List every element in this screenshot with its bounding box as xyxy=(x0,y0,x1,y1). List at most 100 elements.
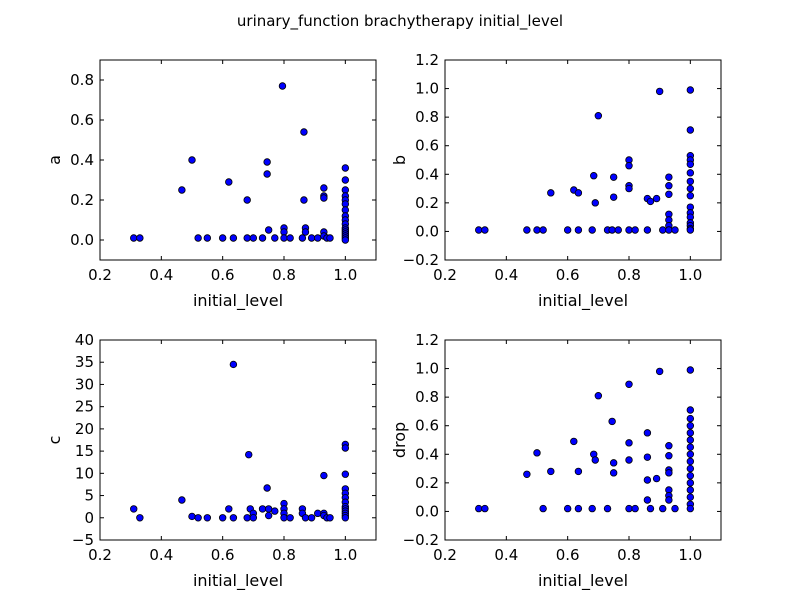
data-point xyxy=(203,514,212,522)
data-point xyxy=(475,504,483,513)
x-tick-label: 1.0 xyxy=(678,266,702,284)
data-point xyxy=(686,436,695,444)
data-point xyxy=(178,496,186,504)
x-tick-label: 0.4 xyxy=(149,546,173,564)
axes-frame-c xyxy=(99,339,377,541)
y-tick-label: 0.4 xyxy=(415,445,439,463)
data-point xyxy=(686,493,695,501)
data-point xyxy=(194,234,202,242)
data-point xyxy=(481,504,489,513)
data-point xyxy=(686,486,695,494)
data-point xyxy=(625,380,633,388)
data-point xyxy=(686,443,695,451)
x-tick-label: 0.6 xyxy=(556,546,580,564)
data-point xyxy=(686,429,695,437)
data-point xyxy=(574,226,583,234)
data-point xyxy=(631,226,639,234)
data-point xyxy=(643,496,652,504)
y-tick-label: 1.0 xyxy=(415,80,439,98)
data-point xyxy=(574,467,583,476)
data-point xyxy=(686,464,695,473)
data-point xyxy=(652,474,661,483)
y-tick-label: 0.2 xyxy=(415,194,439,212)
axes-frame-b xyxy=(444,59,722,261)
y-tick-label: 0.2 xyxy=(415,474,439,492)
x-tick-label: 1.0 xyxy=(333,546,357,564)
data-point xyxy=(547,189,555,197)
subplot-c: 0.2 0.4 0.6 0.8 1.0 −5 0 5 10 15 20 25 30 35 40 initial… xyxy=(45,331,377,591)
data-point xyxy=(686,160,695,168)
data-point xyxy=(686,422,695,430)
y-tick-label: 0.0 xyxy=(70,231,94,249)
data-point xyxy=(665,190,673,198)
data-point xyxy=(280,234,288,242)
x-tick-label: 0.4 xyxy=(149,266,173,284)
y-tick-label: 0.6 xyxy=(415,417,439,435)
y-tick-label: 5 xyxy=(84,487,94,505)
data-point xyxy=(258,505,267,513)
y-tick-label: 0.0 xyxy=(415,502,439,520)
data-point xyxy=(481,226,489,234)
data-point xyxy=(609,193,618,201)
data-point xyxy=(130,234,138,242)
data-point xyxy=(188,156,196,164)
x-tick-label: 0.6 xyxy=(211,546,235,564)
y-tick-label: 0.0 xyxy=(415,222,439,240)
data-point xyxy=(249,234,258,242)
y-axis-label: c xyxy=(45,436,64,445)
x-tick-label: 0.2 xyxy=(433,546,457,564)
y-tick-label: 0.6 xyxy=(415,137,439,155)
data-point xyxy=(243,196,251,204)
data-point xyxy=(307,514,316,522)
data-point xyxy=(218,234,227,242)
data-point xyxy=(588,226,596,234)
y-tick-label: 40 xyxy=(75,331,94,349)
y-tick-label: 10 xyxy=(75,464,94,482)
y-axis-label: a xyxy=(45,155,64,165)
x-tick-label: 0.8 xyxy=(617,546,641,564)
x-axis-label: initial_level xyxy=(193,571,283,591)
data-point xyxy=(286,514,294,522)
data-point xyxy=(625,456,633,464)
data-point xyxy=(652,194,661,203)
y-tick-label: 1.0 xyxy=(415,360,439,378)
data-point xyxy=(136,234,144,242)
data-point xyxy=(625,184,633,193)
x-axis-label: initial_level xyxy=(538,291,628,311)
data-point xyxy=(547,467,555,476)
data-point xyxy=(264,505,273,513)
data-point xyxy=(229,360,238,369)
data-point xyxy=(264,511,273,520)
x-tick-label: 0.8 xyxy=(272,266,296,284)
data-point xyxy=(686,177,695,186)
x-tick-label: 0.4 xyxy=(494,546,518,564)
x-tick-label: 0.2 xyxy=(433,266,457,284)
data-point xyxy=(631,504,639,513)
data-point xyxy=(594,112,603,120)
data-point xyxy=(665,442,673,450)
y-tick-label: 20 xyxy=(75,420,94,438)
data-point xyxy=(655,367,664,376)
data-point xyxy=(563,504,572,513)
data-point xyxy=(136,514,144,522)
data-point xyxy=(614,226,622,234)
data-point xyxy=(625,504,633,513)
data-point xyxy=(665,173,673,181)
data-point xyxy=(229,514,238,522)
data-point xyxy=(591,456,599,464)
data-point xyxy=(609,173,618,181)
data-point xyxy=(686,414,695,423)
y-tick-label: 0.4 xyxy=(70,151,94,169)
data-point xyxy=(301,228,310,236)
data-point xyxy=(341,164,350,172)
y-axis-label: b xyxy=(390,155,409,165)
data-point xyxy=(130,505,138,513)
data-point xyxy=(533,226,541,234)
y-tick-label: 0.8 xyxy=(70,71,94,89)
y-tick-label: 1.2 xyxy=(415,331,439,349)
data-point xyxy=(646,504,655,513)
data-point xyxy=(523,226,531,234)
data-point xyxy=(686,126,695,134)
x-tick-label: 0.2 xyxy=(88,546,112,564)
data-point xyxy=(594,392,603,400)
